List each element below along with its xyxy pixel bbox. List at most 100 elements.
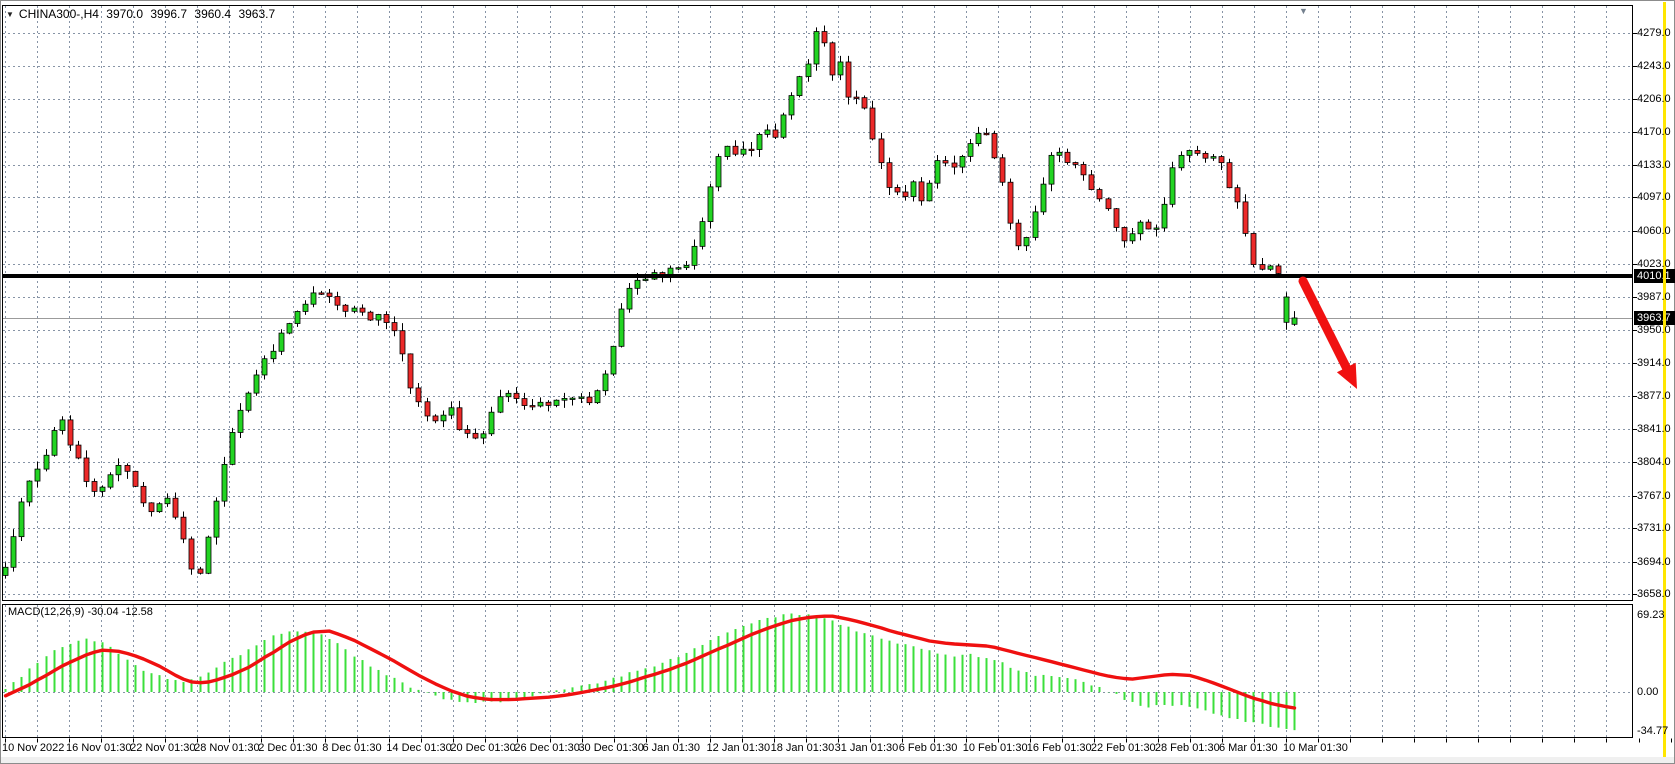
candle[interactable] [497, 396, 504, 413]
candle[interactable] [1096, 189, 1103, 200]
candle[interactable] [934, 160, 941, 184]
candle[interactable] [1023, 237, 1030, 247]
candle[interactable] [399, 330, 406, 355]
candle[interactable] [764, 129, 771, 135]
candle[interactable] [869, 107, 876, 140]
candle[interactable] [205, 536, 212, 574]
candle[interactable] [553, 399, 560, 406]
candle[interactable] [724, 145, 731, 157]
candle[interactable] [894, 187, 901, 193]
candle[interactable] [1275, 265, 1282, 274]
candle[interactable] [383, 314, 390, 323]
candle[interactable] [1040, 183, 1047, 213]
candle[interactable] [1283, 296, 1290, 323]
candle[interactable] [59, 419, 66, 431]
candle[interactable] [245, 392, 252, 411]
candle[interactable] [1153, 227, 1160, 230]
candle[interactable] [886, 162, 893, 188]
candle[interactable] [1056, 151, 1063, 156]
candle[interactable] [634, 279, 641, 289]
candle[interactable] [34, 468, 41, 482]
candle[interactable] [1105, 198, 1112, 210]
candle[interactable] [1202, 152, 1209, 159]
candle[interactable] [440, 414, 447, 422]
candle[interactable] [107, 474, 114, 488]
candle[interactable] [18, 501, 25, 538]
candle[interactable] [1032, 211, 1039, 238]
candle[interactable] [691, 245, 698, 266]
candle[interactable] [756, 133, 763, 150]
candle[interactable] [683, 264, 690, 269]
candle[interactable] [51, 430, 58, 456]
candle[interactable] [748, 148, 755, 151]
candle[interactable] [805, 63, 812, 78]
candle[interactable] [561, 398, 568, 401]
candle[interactable] [1048, 154, 1055, 185]
candle[interactable] [926, 182, 933, 202]
candle[interactable] [699, 221, 706, 247]
candle[interactable] [578, 396, 585, 399]
candle[interactable] [861, 97, 868, 109]
candle[interactable] [488, 411, 495, 435]
candle[interactable] [334, 296, 341, 306]
candle[interactable] [472, 432, 479, 439]
candle[interactable] [1080, 164, 1087, 176]
candle[interactable] [1242, 201, 1249, 234]
candle[interactable] [821, 31, 828, 44]
candle[interactable] [448, 407, 455, 416]
candle[interactable] [407, 353, 414, 389]
candle[interactable] [878, 138, 885, 164]
candle[interactable] [302, 303, 309, 312]
candle[interactable] [715, 156, 722, 188]
candle[interactable] [391, 322, 398, 332]
down-arrow-annotation[interactable] [1298, 276, 1357, 389]
candle[interactable] [991, 133, 998, 159]
candle[interactable] [1064, 151, 1071, 163]
candle[interactable] [180, 516, 187, 540]
candle[interactable] [918, 181, 925, 202]
candle[interactable] [902, 191, 909, 197]
candle[interactable] [1250, 233, 1257, 265]
candle[interactable] [83, 457, 90, 482]
candle[interactable] [91, 481, 98, 492]
candle[interactable] [829, 42, 836, 76]
candle[interactable] [415, 387, 422, 403]
candle[interactable] [359, 307, 366, 313]
candle[interactable] [132, 470, 139, 487]
candle[interactable] [229, 432, 236, 465]
candle[interactable] [942, 160, 949, 164]
candle[interactable] [253, 374, 260, 394]
candle[interactable] [1194, 150, 1201, 154]
candle[interactable] [1178, 154, 1185, 169]
candle[interactable] [124, 464, 131, 472]
candle[interactable] [43, 454, 50, 470]
candle[interactable] [294, 311, 301, 324]
candle[interactable] [521, 398, 528, 406]
candle[interactable] [67, 419, 74, 446]
candle[interactable] [845, 61, 852, 98]
candle[interactable] [983, 132, 990, 136]
candle[interactable] [213, 500, 220, 538]
candle[interactable] [172, 497, 179, 518]
candle[interactable] [270, 350, 277, 360]
candle[interactable] [772, 129, 779, 138]
candle[interactable] [1186, 150, 1193, 156]
candle[interactable] [959, 155, 966, 168]
candle[interactable] [707, 186, 714, 223]
candle[interactable] [432, 415, 439, 422]
candle[interactable] [375, 314, 382, 321]
candle[interactable] [1218, 156, 1225, 164]
candle[interactable] [910, 181, 917, 197]
candle[interactable] [286, 323, 293, 334]
candle[interactable] [75, 444, 82, 459]
candle[interactable] [788, 95, 795, 116]
candle[interactable] [1113, 208, 1120, 228]
candle[interactable] [1234, 187, 1241, 203]
candle[interactable] [326, 292, 333, 297]
candle[interactable] [1267, 265, 1274, 270]
candle[interactable] [586, 396, 593, 404]
candle[interactable] [505, 392, 512, 398]
candle[interactable] [197, 568, 204, 574]
candle[interactable] [1169, 167, 1176, 205]
